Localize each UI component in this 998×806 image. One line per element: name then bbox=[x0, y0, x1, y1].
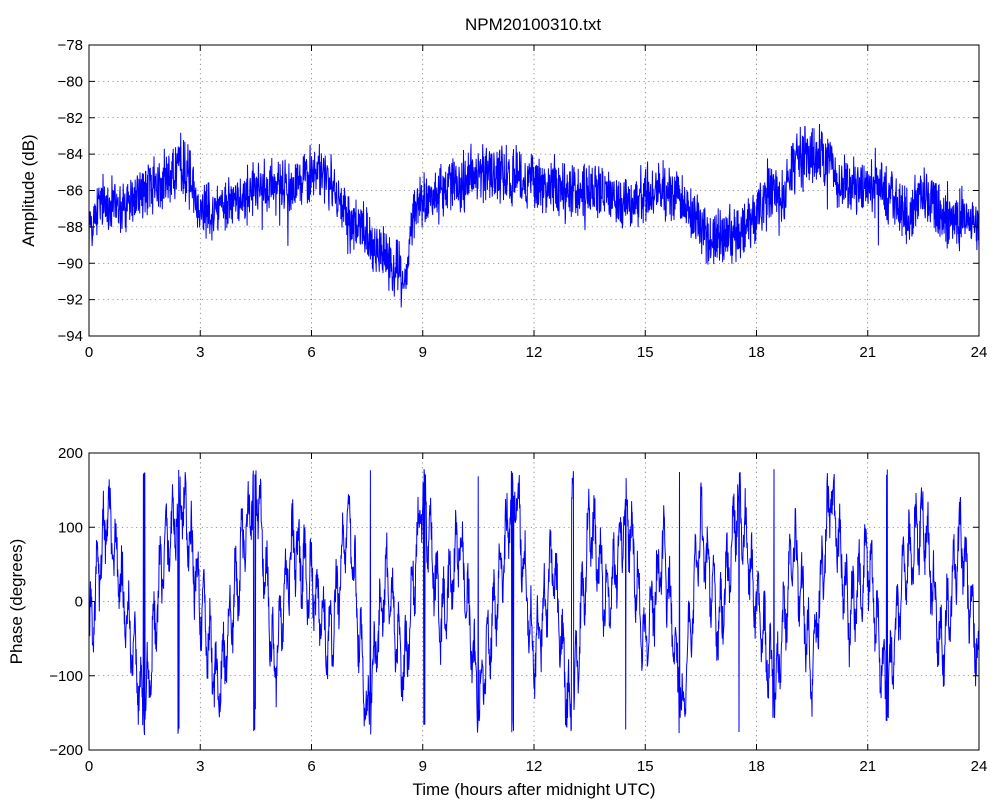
amplitude-x-tick-labels: 0 3 6 9 12 15 18 21 24 bbox=[85, 344, 988, 361]
x-tick-label: 3 bbox=[196, 344, 204, 361]
y-tick-label: 100 bbox=[58, 519, 83, 536]
amplitude-ticks bbox=[88, 44, 980, 337]
y-tick-label: −90 bbox=[58, 255, 83, 272]
x-tick-label: 9 bbox=[419, 758, 427, 775]
phase-ticks bbox=[88, 452, 980, 751]
x-tick-label: 6 bbox=[307, 344, 315, 361]
y-tick-label: −84 bbox=[58, 146, 83, 163]
y-tick-label: 0 bbox=[75, 594, 83, 611]
amplitude-series-line bbox=[88, 123, 980, 308]
x-tick-label: 6 bbox=[307, 758, 315, 775]
x-tick-label: 12 bbox=[526, 758, 543, 775]
x-tick-label: 12 bbox=[526, 344, 543, 361]
x-tick-label: 3 bbox=[196, 758, 204, 775]
amplitude-trace bbox=[88, 123, 980, 308]
x-tick-label: 24 bbox=[971, 344, 988, 361]
y-tick-label: −100 bbox=[49, 668, 83, 685]
y-tick-label: −86 bbox=[58, 183, 83, 200]
y-tick-label: −94 bbox=[58, 328, 83, 345]
x-tick-label: 15 bbox=[637, 344, 654, 361]
x-tick-label: 9 bbox=[419, 344, 427, 361]
amplitude-y-tick-labels: −94 −92 −90 −88 −86 −84 −82 −80 −78 bbox=[58, 37, 83, 345]
chart-title: NPM20100310.txt bbox=[465, 15, 601, 34]
phase-chart: 0 3 6 9 12 15 18 21 24 −200 −100 0 100 200 Phase (de… bbox=[7, 445, 987, 799]
x-tick-label: 21 bbox=[859, 344, 876, 361]
phase-x-tick-labels: 0 3 6 9 12 15 18 21 24 bbox=[85, 758, 988, 775]
x-tick-label: 18 bbox=[748, 758, 765, 775]
y-tick-label: −92 bbox=[58, 292, 83, 309]
y-tick-label: −80 bbox=[58, 73, 83, 90]
phase-y-tick-labels: −200 −100 0 100 200 bbox=[49, 445, 83, 759]
phase-series-line bbox=[88, 469, 980, 736]
phase-y-axis-label: Phase (degrees) bbox=[7, 539, 26, 665]
y-tick-label: −78 bbox=[58, 37, 83, 54]
x-tick-label: 18 bbox=[748, 344, 765, 361]
amplitude-y-axis-label: Amplitude (dB) bbox=[19, 134, 38, 246]
phase-x-axis-label: Time (hours after midnight UTC) bbox=[412, 780, 655, 799]
x-tick-label: 0 bbox=[85, 344, 93, 361]
x-tick-label: 21 bbox=[859, 758, 876, 775]
y-tick-label: 200 bbox=[58, 445, 83, 462]
x-tick-label: 15 bbox=[637, 758, 654, 775]
x-tick-label: 24 bbox=[971, 758, 988, 775]
y-tick-label: −200 bbox=[49, 742, 83, 759]
y-tick-label: −82 bbox=[58, 110, 83, 127]
amplitude-chart: NPM20100310.txt 0 3 6 9 12 15 18 21 24 −94 −92 −90… bbox=[19, 15, 987, 361]
x-tick-label: 0 bbox=[85, 758, 93, 775]
phase-trace bbox=[88, 469, 980, 736]
y-tick-label: −88 bbox=[58, 219, 83, 236]
